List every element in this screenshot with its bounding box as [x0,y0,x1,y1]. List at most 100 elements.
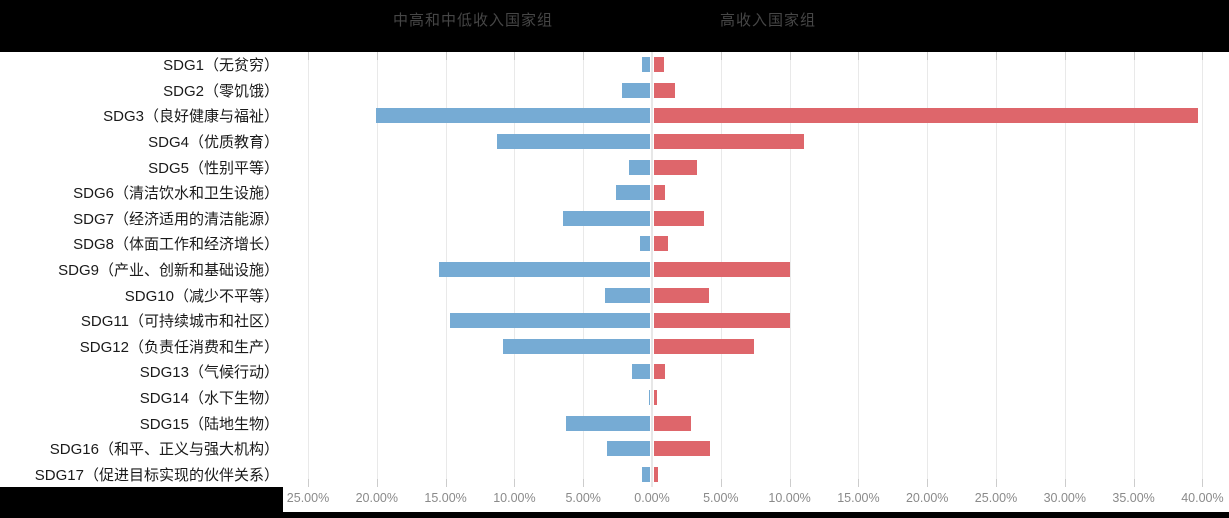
bar-left-12 [502,338,650,354]
bar-right-17 [654,466,659,482]
axis-tick [1133,52,1135,60]
x-tick-label: 15.00% [837,491,880,505]
x-tick-label: 5.00% [703,491,739,505]
category-label: SDG7（经济适用的清洁能源） [73,210,279,228]
x-tick-label: 30.00% [1043,491,1086,505]
gridline [858,52,860,487]
axis-tick [1202,479,1204,487]
bar-left-2 [622,82,650,98]
gridline [376,52,378,487]
category-label: SDG6（清洁饮水和卫生设施） [73,185,279,203]
bar-right-6 [654,185,665,201]
bar-right-8 [654,236,668,252]
gridline [996,52,997,487]
bar-right-2 [654,82,675,98]
axis-tick [1133,479,1135,487]
category-label: SDG2（零饥饿） [163,82,279,100]
category-label: SDG14（水下生物） [139,389,279,407]
bar-left-13 [632,364,650,380]
bar-right-13 [654,364,665,380]
category-label: SDG10（减少不平等） [124,287,279,305]
axis-tick [376,52,378,60]
axis-tick [445,479,447,487]
legend-left-group-label: 中高和中低收入国家组 [393,12,554,29]
bar-left-7 [563,210,650,226]
gridline [1064,52,1066,487]
category-label: SDG16（和平、正义与强大机构） [49,441,279,459]
axis-tick [514,52,516,60]
x-tick-label: 25.00% [974,491,1018,505]
category-label: SDG13（气候行动） [139,364,279,382]
bar-right-9 [654,262,791,277]
x-tick-label: 10.00% [493,491,536,505]
bar-left-8 [640,236,650,252]
bar-left-17 [641,466,650,482]
plot-area [283,52,1229,487]
legend-right-group-label: 高收入国家组 [720,12,817,29]
legend-band: 中高和中低收入国家组 高收入国家组 [0,0,1229,52]
gridline [1133,52,1135,487]
axis-tick [308,479,309,487]
axis-tick [858,52,860,60]
bar-right-15 [654,415,692,431]
category-label: SDG11（可持续城市和社区） [80,313,279,331]
axis-tick [789,479,791,487]
category-label: SDG4（优质教育） [148,134,279,152]
axis-tick [858,479,860,487]
bar-left-11 [450,313,650,329]
bar-left-1 [641,57,650,73]
axis-tick [308,52,309,60]
bar-right-16 [654,441,711,457]
category-label: SDG3（良好健康与福祉） [103,108,279,126]
axis-tick [583,479,585,487]
x-tick-label: 20.00% [905,491,949,505]
bar-right-14 [654,389,657,405]
axis-tick [1064,52,1066,60]
axis-tick [996,52,997,60]
zero-baseline [651,52,653,487]
gridline [927,52,929,487]
x-tick-label: 0.00% [634,491,670,505]
axis-tick [1064,479,1066,487]
axis-tick [720,479,722,487]
axis-tick [720,52,722,60]
axis-tick [1202,52,1204,60]
bar-left-10 [604,287,650,303]
axis-tick [927,479,929,487]
axis-tick [514,479,516,487]
axis-tick [789,52,791,60]
axis-tick [376,479,378,487]
axis-tick [996,479,997,487]
category-label: SDG9（产业、创新和基础设施） [58,261,279,279]
bar-left-9 [439,262,650,277]
axis-tick [445,52,447,60]
bar-right-3 [654,108,1198,124]
x-tick-label: 40.00% [1181,491,1224,505]
bar-right-12 [654,338,755,354]
bar-right-11 [654,313,791,329]
x-axis: 25.00% 20.00% 15.00% 10.00% 5.00% 0.00% 5.00% 1… [283,487,1229,512]
category-label: SDG5（性别平等） [148,159,279,177]
category-label: SDG17（促进目标实现的伙伴关系） [34,466,279,484]
bar-left-14 [648,389,650,405]
category-label: SDG1（无贫穷） [163,57,279,75]
x-tick-label: 15.00% [424,491,467,505]
category-label: SDG12（负责任消费和生产） [79,338,279,356]
bar-right-1 [654,57,664,73]
bar-right-7 [654,210,704,226]
x-tick-label: 10.00% [768,491,811,505]
category-labels-column: SDG1（无贫穷） SDG2（零饥饿） SDG3（良好健康与福祉） SDG4（优质教育… [0,52,283,487]
x-tick-label: 5.00% [565,491,601,505]
bar-left-4 [497,134,650,150]
category-label: SDG8（体面工作和经济增长） [73,236,279,254]
bar-left-6 [615,185,650,201]
category-label: SDG15（陆地生物） [139,415,279,433]
x-tick-label: 35.00% [1112,491,1155,505]
axis-tick [927,52,929,60]
bar-right-4 [654,134,804,150]
gridline [308,52,309,487]
bar-left-3 [376,108,650,124]
bar-left-15 [566,415,650,431]
bottom-strip [0,512,1229,518]
